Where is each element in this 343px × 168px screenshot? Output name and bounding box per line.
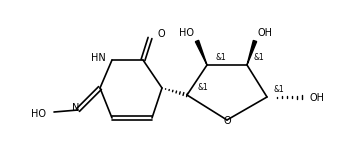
Text: &1: &1 — [273, 85, 284, 94]
Text: O: O — [157, 29, 165, 39]
Polygon shape — [247, 40, 257, 65]
Text: O: O — [223, 116, 231, 126]
Text: N: N — [72, 103, 79, 113]
Text: HN: HN — [91, 53, 106, 63]
Text: HO: HO — [179, 28, 194, 38]
Text: &1: &1 — [215, 52, 226, 61]
Text: OH: OH — [257, 28, 272, 38]
Text: &1: &1 — [253, 52, 264, 61]
Text: OH: OH — [309, 93, 324, 103]
Polygon shape — [196, 40, 207, 65]
Text: HO: HO — [31, 109, 46, 119]
Text: &1: &1 — [197, 82, 208, 92]
